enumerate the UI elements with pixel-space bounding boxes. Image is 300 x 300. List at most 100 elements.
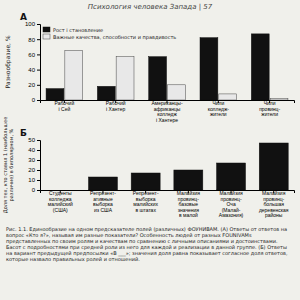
tick: 20: [28, 82, 40, 88]
tick: Американцы-африканцыколледжі Хантере: [151, 100, 182, 123]
tick-label: Репрезент-выборкамалийскихв штатах: [133, 190, 159, 213]
title: Психология человека Запада | 57: [88, 3, 213, 11]
tick-mark: [37, 160, 40, 161]
panel: 0 10 20 30 40 50 Студентыколледжамалийский(США…: [28, 137, 294, 218]
tick: 10: [28, 177, 40, 183]
chart: Психология человека Запада | 57 0 20 40 60 80…: [0, 0, 300, 300]
bar: [259, 143, 288, 190]
bar: [65, 51, 83, 100]
text-line: і Хантере: [156, 117, 178, 123]
text-line: которые назвало правильных ролей и отнош…: [6, 256, 140, 263]
bar: [97, 86, 115, 100]
tick-label: 0: [32, 97, 36, 103]
y-axis-title: Разнообразие, %: [4, 35, 12, 89]
tick-mark: [37, 54, 40, 55]
tick: 80: [28, 37, 40, 43]
tick-label: 10: [28, 177, 35, 183]
tick-mark: [37, 150, 40, 151]
tick-label: Рабочийі Сей: [55, 100, 75, 112]
tick-label: Малайзияпровинц-Оча(Малай-Амазония): [219, 190, 244, 218]
tick-label: 100: [25, 21, 36, 27]
legend-item: Рост і становление: [43, 27, 103, 33]
tick-label: 30: [28, 157, 35, 163]
bar: [174, 170, 203, 190]
tick: 30: [28, 157, 40, 163]
text-line: і Сей: [59, 106, 71, 112]
tick-label: Американцы-африканцыколледжі Хантере: [151, 100, 182, 123]
axis-line: [37, 25, 41, 101]
panel: 0 20 40 60 80 100 Рабочийі Сей Рабочийі Хантер А…: [25, 21, 295, 122]
marks: [46, 34, 288, 100]
tick-label: Рабочийі Хантер: [106, 100, 126, 112]
tick: Репрезент-выборкамалийскихв штатах: [133, 190, 159, 213]
tick: 40: [28, 147, 40, 153]
tick: 0: [32, 187, 40, 193]
text-line: в штатах: [135, 207, 156, 213]
tick-label: 0: [32, 187, 36, 193]
tick-label: Студентыколледжамалийский(США): [48, 190, 73, 213]
tick: Малайзияпровинц-большаядеревенскаярайоны: [259, 190, 289, 218]
bar: [251, 34, 269, 100]
tick: Малайзияпровинц-базовыезначенияв малой: [177, 190, 201, 218]
text-line: (США): [53, 207, 68, 213]
text-line: Амазония): [219, 212, 244, 218]
tick: 20: [28, 167, 40, 173]
tick: Чилипровинц-жители: [259, 100, 280, 117]
tick-label: Малайзияпровинц-большаядеревенскаярайоны: [259, 190, 289, 218]
tick: 100: [25, 21, 40, 27]
y-axis: 0 20 40 60 80 100: [25, 21, 41, 103]
tick-label: 80: [28, 37, 35, 43]
text-line: жители: [210, 111, 227, 117]
axis-line: [41, 191, 295, 194]
bar: [116, 57, 134, 100]
text-line: различие) в биполярном, %: [8, 128, 15, 201]
text-line: из США: [94, 207, 113, 213]
caption: Рис. 1.1. Единообразие на одном предсказ…: [6, 226, 288, 263]
tick: Малайзияпровинц-Оча(Малай-Амазония): [219, 190, 244, 218]
x-axis: Студентыколледжамалийский(США) Репрезент-…: [41, 190, 295, 218]
legend-swatch: [43, 34, 50, 39]
marks: [88, 143, 288, 190]
tick-mark: [37, 70, 40, 71]
text-line: і Хантер: [106, 106, 125, 112]
panel-label: Б: [20, 128, 27, 138]
text-line: жители: [261, 111, 278, 117]
tick: Студентыколледжамалийский(США): [48, 190, 73, 213]
y-axis-title: Доля тех, кто ставил 1 (наибольшееразлич…: [2, 117, 15, 214]
tick: 40: [28, 67, 40, 73]
tick-label: 20: [28, 82, 35, 88]
tick-label: 40: [28, 147, 35, 153]
legend: Рост і становлениеВажные качества, спосо…: [43, 27, 176, 41]
tick-label: Чиликолледж-жители: [208, 100, 230, 117]
tick-mark: [37, 39, 40, 40]
bar: [167, 85, 185, 100]
bar: [131, 173, 160, 190]
tick: 60: [28, 52, 40, 58]
tick: 50: [28, 137, 40, 143]
tick: 0: [32, 97, 40, 103]
text-line: Разнообразие, %: [4, 35, 12, 89]
legend-item: Важные качества, способности и правдивос…: [43, 34, 176, 41]
tick: Чиликолледж-жители: [208, 100, 230, 117]
tick: Рабочийі Хантер: [106, 100, 126, 112]
panel-label: А: [20, 12, 27, 22]
tick-label: Малайзияпровинц-базовыезначенияв малой: [177, 190, 201, 218]
tick-mark: [37, 85, 40, 86]
legend-label: Рост і становление: [53, 27, 103, 33]
tick-mark: [37, 100, 40, 101]
tick: Репрезент-ативныевыборкаиз США: [90, 190, 116, 213]
tick-mark: [37, 170, 40, 171]
bar: [217, 163, 246, 190]
tick-mark: [37, 140, 40, 141]
tick-label: Чилипровинц-жители: [259, 100, 280, 117]
tick: Рабочийі Сей: [55, 100, 75, 112]
y-axis: 0 10 20 30 40 50: [28, 137, 40, 193]
text-line: в малой: [179, 212, 198, 218]
tick-label: 50: [28, 137, 35, 143]
tick-label: 40: [28, 67, 35, 73]
bar: [46, 89, 64, 100]
x-axis: Рабочийі Сей Рабочийі Хантер Американцы-аф…: [41, 100, 295, 123]
legend-label: Важные качества, способности и правдивос…: [53, 34, 176, 41]
bar: [88, 177, 117, 190]
tick-mark: [37, 190, 40, 191]
